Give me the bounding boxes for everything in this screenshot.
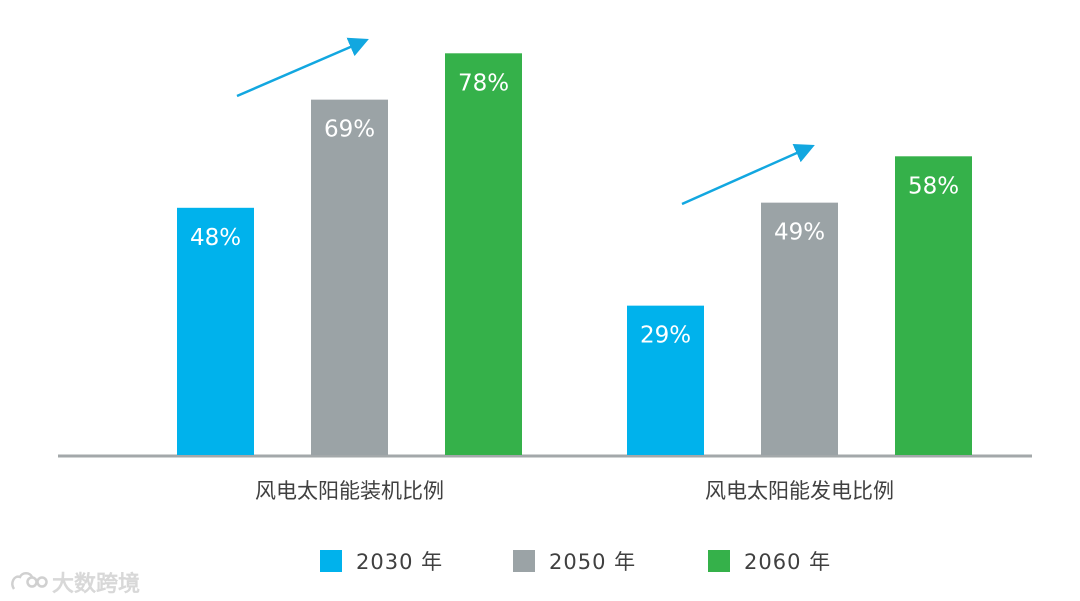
bar-label-2050-1: 49% <box>774 220 825 246</box>
trend-arrow-icon-1 <box>236 37 369 98</box>
bar-2030-0 <box>177 207 254 455</box>
bar-2050-1 <box>761 202 838 455</box>
bar-label-2060-0: 78% <box>458 70 509 96</box>
bar-label-2030-1: 29% <box>640 323 691 349</box>
legend-label-2050: 2050 年 <box>549 550 637 574</box>
legend: 2030 年 2050 年 2060 年 <box>0 546 1080 576</box>
category-label-0: 风电太阳能装机比例 <box>255 479 444 503</box>
bar-2060-1 <box>895 156 972 456</box>
bar-label-2030-0: 48% <box>190 225 241 251</box>
legend-item-2060: 2060 年 <box>708 546 831 576</box>
legend-swatch-2050 <box>513 550 535 572</box>
bar-label-2060-1: 58% <box>908 173 959 199</box>
category-label-1: 风电太阳能发电比例 <box>705 479 894 503</box>
bar-2060-0 <box>445 53 522 456</box>
watermark: 大数跨境 <box>8 566 140 598</box>
trend-arrow-icon-2 <box>681 143 815 206</box>
watermark-logo-icon <box>11 572 48 590</box>
legend-label-2030: 2030 年 <box>356 550 444 574</box>
legend-item-2050: 2050 年 <box>513 546 636 576</box>
legend-swatch-2060 <box>708 550 730 572</box>
bar-label-2050-0: 69% <box>324 117 375 143</box>
legend-swatch-2030 <box>320 550 342 572</box>
bar-2030-1 <box>627 305 704 455</box>
watermark-text: 大数跨境 <box>52 572 141 597</box>
legend-item-2030: 2030 年 <box>320 546 443 576</box>
bar-2050-0 <box>311 99 388 456</box>
legend-label-2060: 2060 年 <box>744 550 832 574</box>
